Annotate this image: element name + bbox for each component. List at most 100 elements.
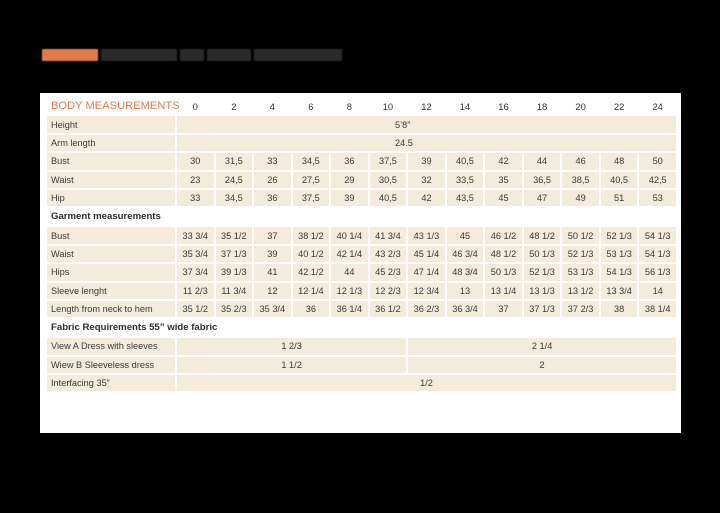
fabric-small-sizes-cell: 1 1/2 [177, 356, 407, 374]
size-header-row: BODY MEASUREMENTS 0 2 4 6 8 10 12 14 16 18 20 22 24 [47, 98, 676, 114]
row-label: Bust [47, 227, 175, 244]
fabric-section-heading: Fabric Requirements 55” wide fabric [47, 319, 676, 337]
measurement-cell: 51 [600, 189, 638, 207]
measurement-cell: 32 [408, 171, 445, 188]
body-row: Bust 30 31,5 33 34,5 36 37,5 39 40,5 42 44 46 48 50 [47, 153, 676, 170]
measurement-cell: 13 3/4 [600, 282, 638, 299]
measurement-cell: 36 2/3 [408, 300, 445, 318]
measurement-cell: 11 2/3 [177, 282, 214, 299]
measurement-cell: 13 1/2 [562, 282, 599, 299]
garment-section-heading: Garment measurements [47, 208, 676, 226]
measurement-cell: 54 1/3 [600, 264, 638, 281]
size-header: 0 [192, 100, 198, 112]
measurement-cell: 42 [408, 189, 445, 207]
measurement-cell: 37 [485, 300, 522, 318]
measurement-cell: 14 [639, 282, 676, 299]
measurement-cell: 40,5 [369, 189, 407, 207]
measurement-cell: 48 1/2 [523, 227, 561, 244]
measurement-cell: 30,5 [369, 171, 407, 188]
measurement-cell: 37,5 [292, 189, 330, 207]
row-label: Sleeve lenght [47, 282, 175, 299]
garment-section: Garment measurements [47, 208, 676, 226]
measurement-cell: 46 [562, 153, 599, 170]
measurement-cell: 30 [177, 153, 214, 170]
row-label: Waist [47, 171, 175, 188]
size-header: 18 [536, 100, 548, 112]
measurement-cell: 13 [446, 282, 484, 299]
measurement-cell: 12 1/3 [331, 282, 368, 299]
measurement-cell: 41 [254, 264, 291, 281]
measurement-cell: 27,5 [292, 171, 330, 188]
measurement-cell: 44 [331, 264, 368, 281]
measurement-cell: 54 1/3 [639, 227, 676, 244]
measurement-cell: 31,5 [215, 153, 253, 170]
size-header: 12 [421, 100, 432, 112]
title-accent-word [42, 48, 98, 61]
measurement-cell: 41 3/4 [369, 227, 407, 244]
row-label: Length from neck to hem [47, 300, 175, 318]
fabric-row: Wiew B Sleeveless dress 1 1/2 2 [47, 356, 676, 374]
measurement-cell: 23 [177, 171, 214, 188]
size-chart-card: BODY MEASUREMENTS 0 2 4 6 8 10 12 14 16 18 20 22 24 … [40, 93, 681, 433]
title-word [101, 48, 177, 61]
measurement-cell: 11 3/4 [215, 282, 253, 299]
size-header: 2 [231, 100, 237, 112]
measurement-cell: 33 [177, 189, 214, 207]
size-header: 8 [346, 100, 352, 112]
row-label: Hip [47, 189, 175, 207]
title-word [180, 48, 204, 61]
size-header: 10 [382, 100, 394, 112]
body-row: Waist 23 24,5 26 27,5 29 30,5 32 33,5 35 36,5 38,5 4… [47, 171, 676, 188]
measurement-cell: 40,5 [600, 171, 638, 188]
measurement-cell: 43,5 [446, 189, 484, 207]
measurement-cell: 24,5 [215, 171, 253, 188]
measurement-cell: 37 2/3 [562, 300, 599, 318]
garment-row: Length from neck to hem 35 1/2 35 2/3 35 3/… [47, 300, 676, 318]
measurement-cell: 34,5 [292, 153, 330, 170]
measurement-cell: 45 2/3 [369, 264, 407, 281]
size-chart-table: BODY MEASUREMENTS 0 2 4 6 8 10 12 14 16 18 20 22 24 … [45, 96, 678, 393]
measurement-cell: 37,5 [369, 153, 407, 170]
measurement-cell: 33 3/4 [177, 227, 214, 244]
measurement-cell: 48 3/4 [446, 264, 484, 281]
measurement-cell: 26 [254, 171, 291, 188]
measurement-cell: 35 3/4 [254, 300, 291, 318]
measurement-cell: 52 1/3 [523, 264, 561, 281]
measurement-cell: 37 1/3 [215, 245, 253, 263]
measurement-cell: 36 [292, 300, 330, 318]
measurement-cell: 38 1/2 [292, 227, 330, 244]
measurement-cell: 38 1/4 [639, 300, 676, 318]
measurement-cell: 39 [331, 189, 368, 207]
size-header: 4 [269, 100, 275, 112]
measurement-cell: 46 3/4 [446, 245, 484, 263]
measurement-cell: 56 1/3 [639, 264, 676, 281]
measurement-cell: 39 [254, 245, 291, 263]
row-label: Height [47, 116, 175, 133]
measurement-cell: 42 1/2 [292, 264, 330, 281]
measurement-cell: 36,5 [523, 171, 561, 188]
span-value-cell: 24.5 [177, 134, 676, 152]
body-row: Hip 33 34,5 36 37,5 39 40,5 42 43,5 45 47 49 51 53 [47, 189, 676, 207]
measurement-cell: 12 2/3 [369, 282, 407, 299]
measurement-cell: 33 [254, 153, 291, 170]
measurement-cell: 37 [254, 227, 291, 244]
measurement-cell: 50 [639, 153, 676, 170]
measurement-cell: 53 1/3 [600, 245, 638, 263]
measurement-cell: 13 1/4 [485, 282, 522, 299]
measurement-cell: 45 [446, 227, 484, 244]
row-label: Waist [47, 245, 175, 263]
garment-row: Bust 33 3/4 35 1/2 37 38 1/2 40 1/4 41 3/4 43 1… [47, 227, 676, 244]
row-label: View A Dress with sleeves [47, 338, 175, 355]
measurement-cell: 37 1/3 [523, 300, 561, 318]
measurement-cell: 47 1/4 [408, 264, 445, 281]
fabric-row: Interfacing 35” 1/2 [47, 375, 676, 392]
measurement-cell: 47 [523, 189, 561, 207]
size-header: 22 [613, 100, 625, 112]
fabric-large-sizes-cell: 2 1/4 [408, 338, 676, 355]
measurement-cell: 38 [600, 300, 638, 318]
measurement-cell: 53 1/3 [562, 264, 599, 281]
row-label: Interfacing 35” [47, 375, 175, 392]
body-row: Arm length 24.5 [47, 134, 676, 152]
garment-row: Waist 35 3/4 37 1/3 39 40 1/2 42 1/4 43 2/3 45 … [47, 245, 676, 263]
title-word [254, 48, 342, 61]
